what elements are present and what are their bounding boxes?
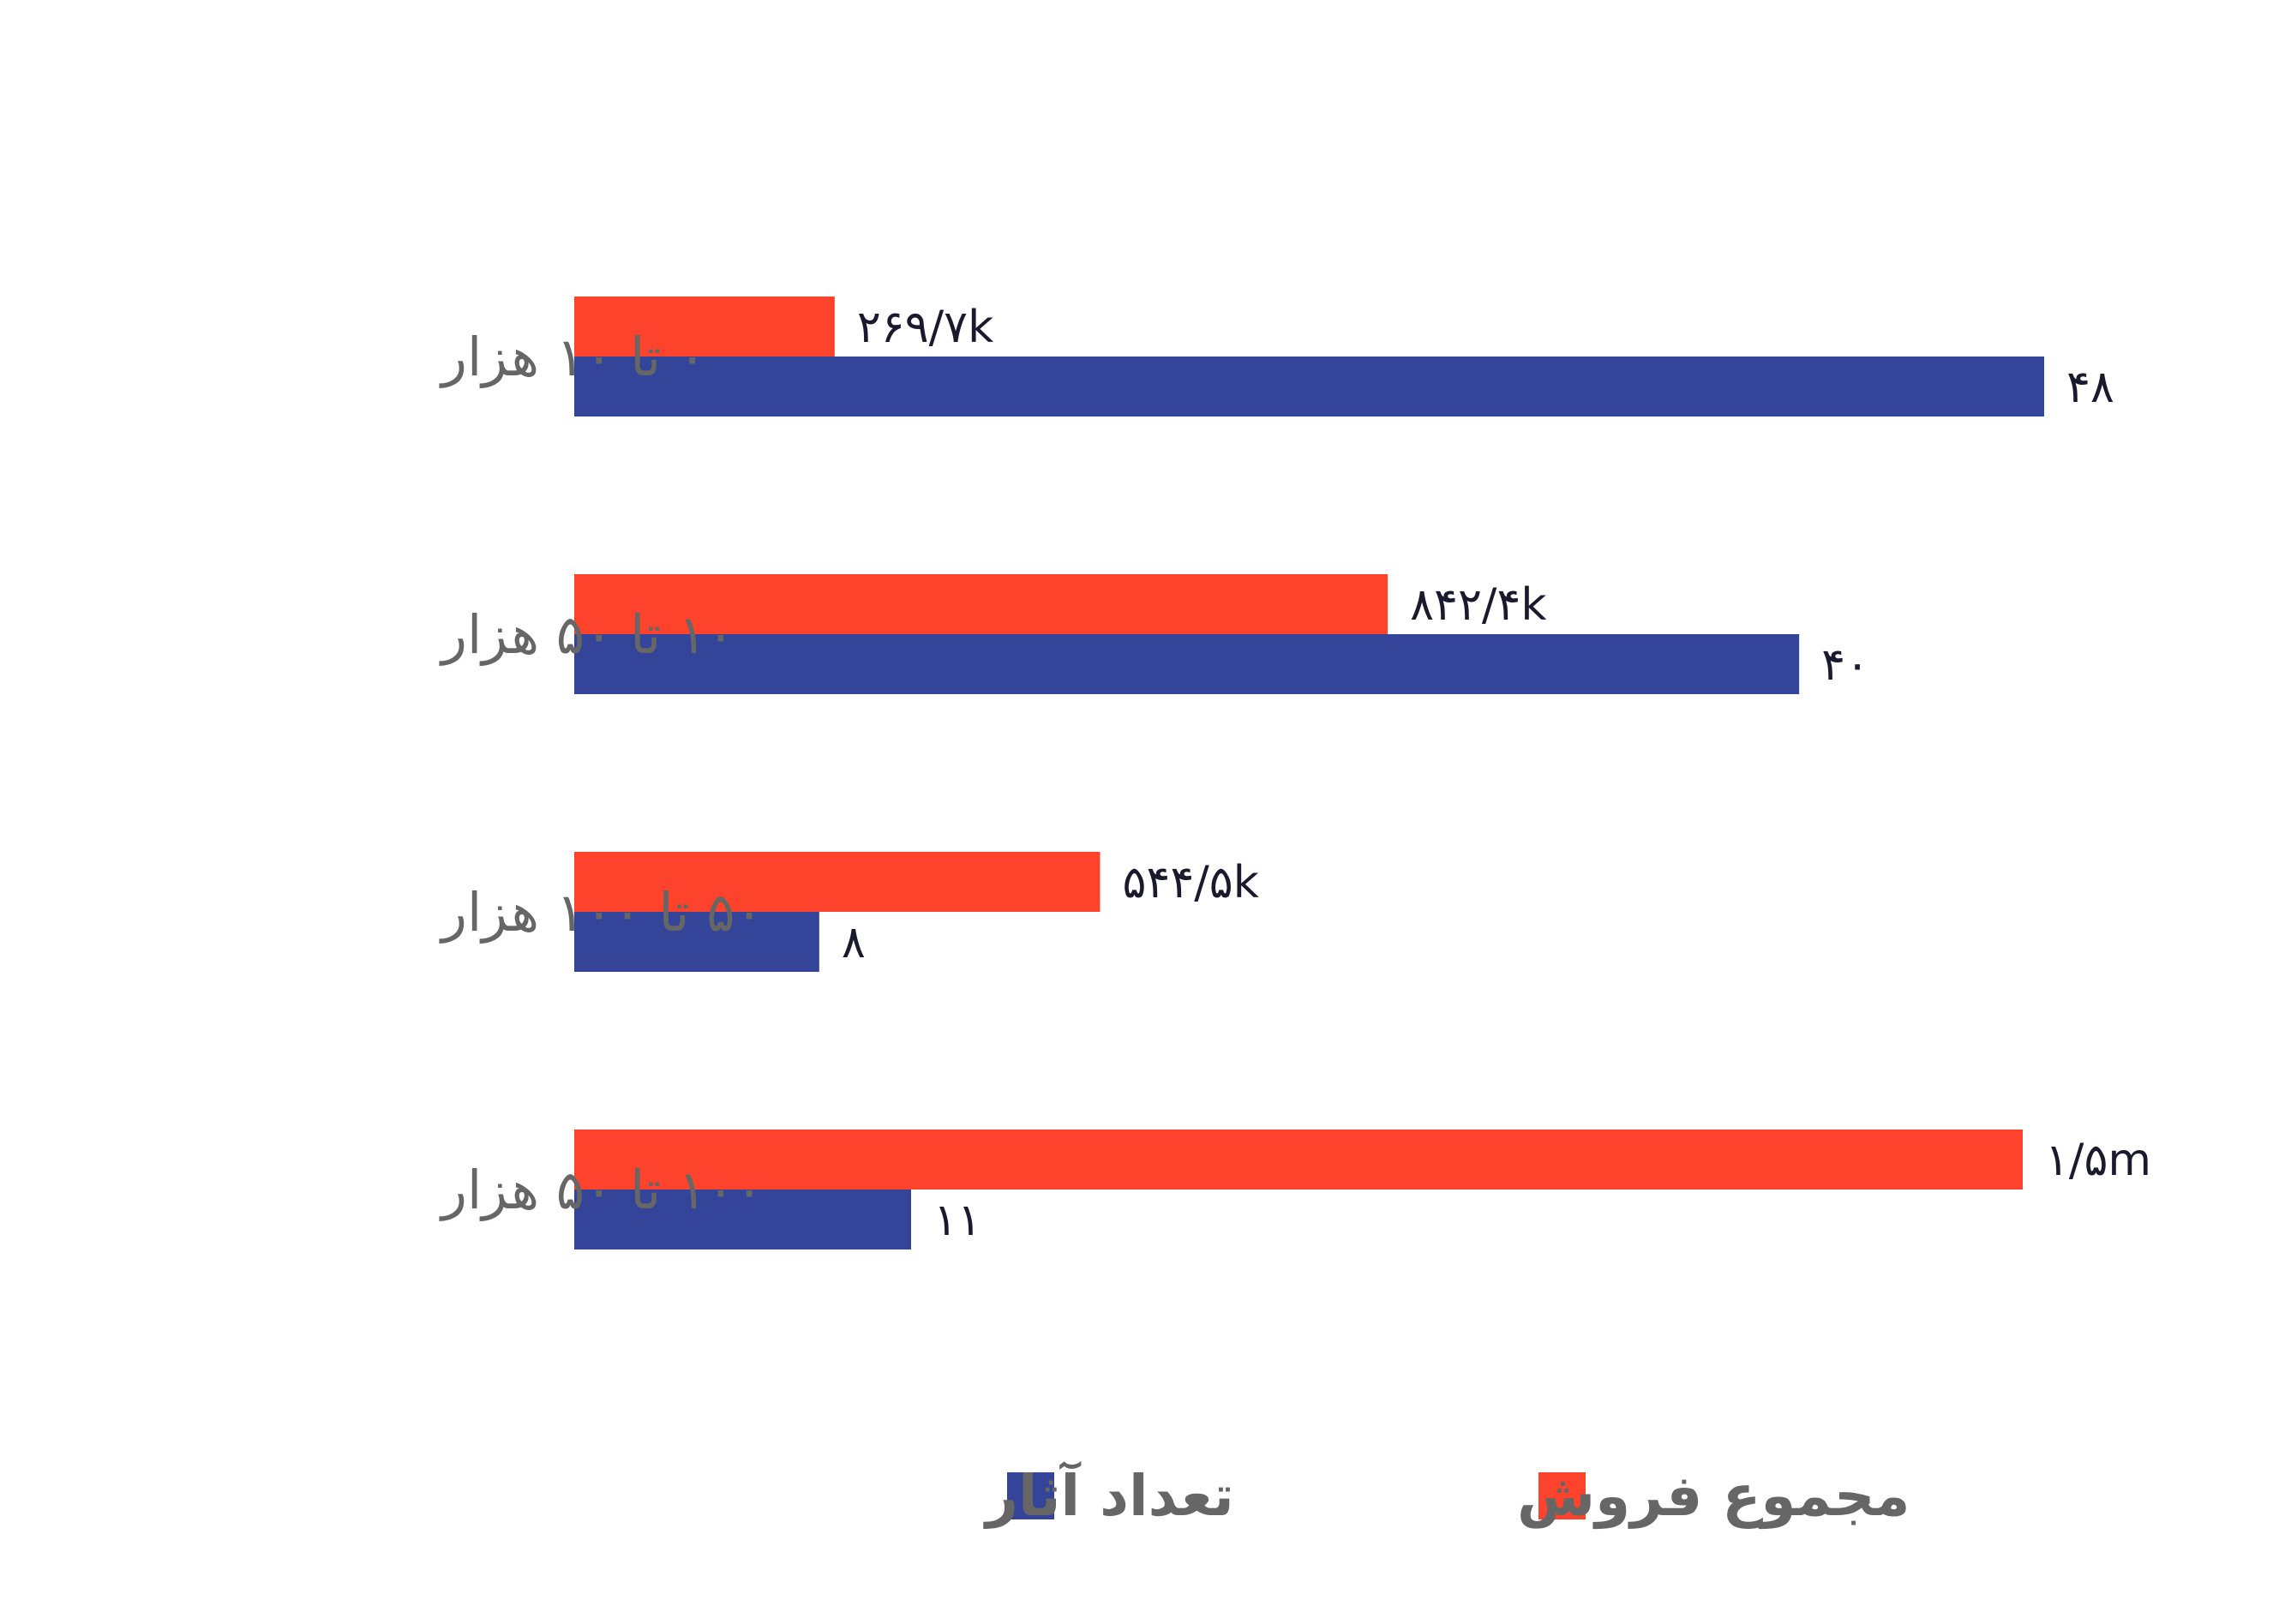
category-label: ۰ تا ۱۰ هزار	[439, 326, 706, 388]
sales-value-label: ۵۴۴/۵k	[1122, 857, 1258, 908]
works-count-value-label: ۱۱	[933, 1195, 981, 1246]
sales-value-label: ۱/۵m	[2045, 1135, 2151, 1186]
legend-swatch-works-count	[1007, 1472, 1054, 1519]
works-count-bar	[574, 912, 819, 972]
works-count-value-label: ۴۰	[1821, 639, 1869, 691]
sales-value-label: ۲۶۹/۷k	[857, 302, 993, 353]
legend-label-sales: مجموع فروش	[1517, 1463, 1910, 1530]
works-count-bar	[574, 634, 1800, 694]
sales-bar	[574, 297, 835, 357]
works-count-value-label: ۸	[842, 917, 866, 968]
works-count-bar	[574, 1190, 912, 1249]
works-count-value-label: ۴۸	[2066, 362, 2114, 413]
sales-value-label: ۸۴۲/۴k	[1410, 579, 1546, 631]
legend-swatch-sales	[1538, 1472, 1586, 1519]
category-label: ۵۰ تا ۱۰۰ هزار	[439, 881, 764, 944]
works-count-bar	[574, 357, 2044, 416]
bars-layer	[574, 297, 2044, 1249]
labels-layer: ۰ تا ۱۰ هزار ۲۶۹/۷k ۴۸ ۱۰ تا ۵۰ هزار ۸۴۲/۴k ۴…	[439, 302, 2151, 1246]
category-label: ۱۰۰ تا ۵۰ هزار	[439, 1159, 764, 1221]
sales-bar	[574, 1130, 2023, 1190]
sales-bar	[574, 852, 1101, 912]
legend: مجموع فروش تعداد آثار	[983, 1460, 1910, 1530]
legend-label-works-count: تعداد آثار	[983, 1460, 1234, 1529]
category-label: ۱۰ تا ۵۰ هزار	[439, 603, 735, 666]
sales-bar	[574, 574, 1388, 634]
